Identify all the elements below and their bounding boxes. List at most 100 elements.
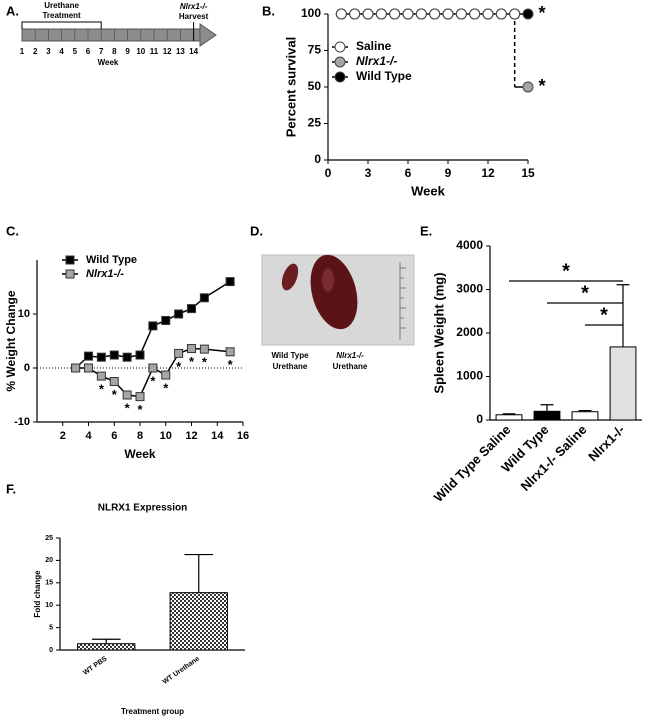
panel-label: B.: [262, 3, 275, 18]
x-axis-label: Week: [124, 447, 155, 461]
photo-caption: Wild Type: [271, 351, 309, 360]
value-label: *: [150, 373, 156, 388]
panel-label: D.: [250, 223, 263, 238]
bar: [169, 592, 228, 651]
x-axis-label: Week: [98, 58, 119, 67]
error-bar: [540, 404, 554, 412]
x-tick-label: 6: [111, 430, 117, 442]
legend-marker: [65, 255, 75, 265]
data-point: [199, 293, 209, 303]
x-tick-label: 4: [85, 430, 92, 442]
value-label: *: [176, 359, 182, 374]
legend-label: Nlrx1-/-: [86, 268, 124, 280]
week-label: 12: [163, 47, 172, 56]
week-label: 1: [20, 47, 25, 56]
legend-marker: [334, 41, 346, 53]
data-point: [442, 8, 454, 20]
photo-caption: Urethane: [333, 362, 368, 371]
data-point: [135, 392, 145, 402]
y-axis-label: Spleen Weight (mg): [431, 272, 446, 393]
error-bar: [578, 410, 592, 412]
x-tick-label: WT PBS: [82, 655, 109, 677]
week-label: 11: [150, 47, 159, 56]
y-tick-label: 4000: [456, 238, 483, 252]
panel-label: F.: [6, 481, 16, 496]
value-label: *: [189, 354, 195, 369]
x-tick-label: 14: [211, 430, 224, 442]
photo-caption: Nlrx1-/-: [336, 351, 364, 360]
x-axis-label: Treatment group: [121, 707, 184, 716]
value-label: *: [538, 76, 545, 96]
value-label: *: [202, 355, 208, 370]
harvest-label: Harvest: [179, 12, 209, 21]
value-label: *: [538, 3, 545, 23]
x-tick-label: 8: [137, 430, 143, 442]
week-label: 4: [59, 47, 64, 56]
error-bar: [502, 413, 516, 415]
data-point: [522, 81, 534, 93]
error-bar: [616, 284, 630, 347]
x-axis-label: Week: [411, 183, 445, 198]
legend-marker: [65, 269, 75, 279]
data-point: [135, 350, 145, 360]
data-point: [482, 8, 494, 20]
x-tick-label: 15: [521, 166, 535, 180]
x-tick-label: 16: [237, 430, 249, 442]
data-point: [349, 8, 361, 20]
data-point: [415, 8, 427, 20]
photo: [261, 254, 415, 346]
data-point: [187, 344, 196, 354]
week-label: 13: [176, 47, 185, 56]
legend-label: Wild Type: [356, 69, 412, 83]
data-point: [187, 304, 196, 314]
y-tick-label: 10: [18, 308, 30, 320]
data-point: [225, 277, 235, 287]
data-point: [455, 8, 467, 20]
week-label: 7: [99, 47, 104, 56]
data-point: [109, 377, 119, 386]
panel-label: A.: [6, 3, 19, 18]
x-tick-label: 0: [325, 166, 332, 180]
legend-label: Wild Type: [86, 254, 137, 266]
series-line: [139, 325, 154, 356]
photo-caption: Urethane: [273, 362, 308, 371]
week-label: 3: [46, 47, 51, 56]
data-point: [429, 8, 441, 20]
data-point: [161, 315, 171, 325]
bar: [609, 346, 637, 421]
series-line: [139, 367, 154, 397]
harvest-label: Nlrx1-/-: [180, 2, 208, 11]
data-point: [148, 321, 158, 331]
data-point: [109, 350, 119, 360]
y-tick-label: 0: [24, 362, 30, 374]
y-tick-label: 100: [301, 6, 321, 20]
week-label: 10: [136, 47, 145, 56]
value-label: *: [163, 380, 169, 395]
data-point: [375, 8, 387, 20]
value-label: *: [228, 357, 234, 372]
bar: [571, 411, 599, 421]
week-label: 2: [33, 47, 38, 56]
data-point: [362, 8, 374, 20]
data-point: [509, 8, 521, 20]
y-tick-label: 25: [308, 116, 322, 130]
data-point: [522, 8, 534, 20]
y-axis-label: Percent survival: [283, 37, 298, 137]
error-bar: [184, 553, 214, 593]
timeline-arrow: [21, 23, 217, 47]
treatment-bracket: [21, 21, 102, 29]
bar: [495, 414, 523, 421]
data-point: [96, 352, 106, 362]
value-label: *: [125, 400, 131, 415]
data-point: [174, 309, 184, 319]
data-point: [174, 348, 184, 358]
x-tick-label: Nlrx1-/- Saline: [518, 422, 590, 494]
significance-label: *: [600, 304, 608, 326]
y-tick-label: 5: [49, 624, 53, 631]
legend-marker: [334, 71, 346, 83]
significance-label: *: [562, 260, 570, 282]
chart-title: NLRX1 Expression: [98, 503, 187, 514]
data-point: [122, 390, 132, 400]
significance-label: *: [581, 282, 589, 304]
y-tick-label: 0: [314, 152, 321, 166]
